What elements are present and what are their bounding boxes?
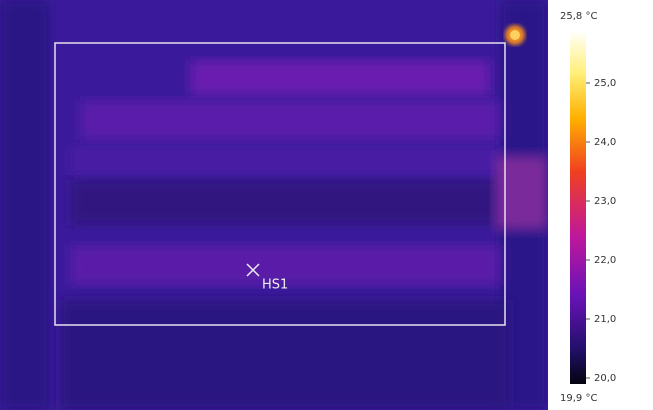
crosshair [246,263,260,277]
tick-label: 25,0 [594,78,616,89]
scale-max-label: 25,8 °C [560,11,597,22]
marker-label: HS1 [262,278,288,293]
thermal-image: HS1 [0,0,548,410]
tick-label: 21,0 [594,314,616,325]
scale-ticks: 25,0 24,0 23,0 22,0 21,0 20,0 [586,78,616,384]
roi-box [54,42,506,326]
scale-min-label: 19,9 °C [560,393,597,404]
tick-label: 24,0 [594,137,616,148]
tick-label: 23,0 [594,196,616,207]
tick-label: 22,0 [594,255,616,266]
tick-label: 20,0 [594,373,616,384]
color-scale-bar [570,30,586,384]
